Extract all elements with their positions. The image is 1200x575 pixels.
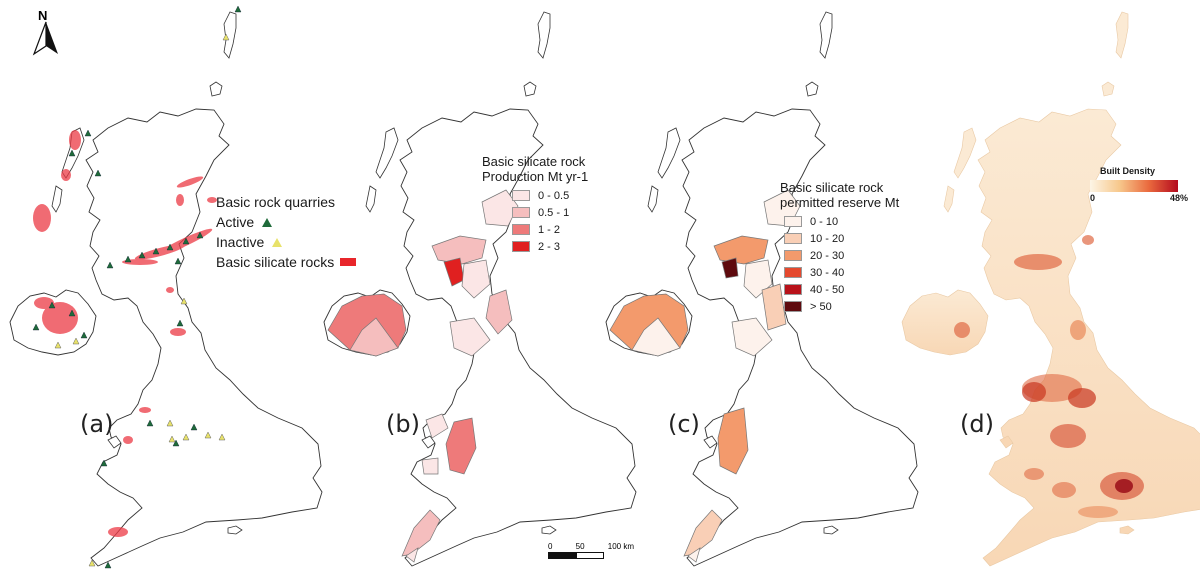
scale-tick-100: 100 km: [607, 542, 634, 551]
class-label: 0 - 0.5: [538, 189, 570, 202]
north-arrow-icon: [32, 21, 58, 56]
legend-title: Built Density: [1100, 166, 1156, 176]
legend-class-row: 0.5 - 1: [512, 204, 588, 221]
legend-class-row: 0 - 0.5: [512, 187, 588, 204]
legend-title-line1: Basic silicate rock: [780, 180, 884, 195]
legend-item-active: Active: [216, 212, 356, 232]
map-reserves: [605, 11, 919, 567]
legend-reserve: Basic silicate rock permitted reserve Mt…: [780, 180, 899, 315]
class-label: 30 - 40: [810, 266, 845, 279]
map-quarries: [9, 5, 323, 569]
rock-swatch: [340, 258, 357, 266]
class-label: 10 - 20: [810, 232, 845, 245]
panel-label-a: (a): [80, 410, 114, 438]
active-triangle-icon: [262, 217, 273, 227]
legend-classes: 0 - 10 10 - 20 20 - 30 30 - 40 40 - 50 > 50: [784, 213, 899, 315]
inactive-quarries: [54, 33, 230, 567]
class-label: 20 - 30: [810, 249, 845, 262]
class-swatch: [784, 216, 802, 227]
legend-label-inactive: Inactive: [216, 234, 265, 250]
class-label: > 50: [810, 300, 832, 313]
legend-production: Basic silicate rock Production Mt yr-1 0…: [482, 154, 588, 255]
legend-class-row: 2 - 3: [512, 238, 588, 255]
panel-label-b: (b): [386, 410, 420, 438]
legend-classes: 0 - 0.5 0.5 - 1 1 - 2 2 - 3: [512, 187, 588, 255]
class-swatch: [512, 190, 530, 201]
legend-built-density: Built Density 0 48%: [1090, 166, 1188, 203]
scale-bar: 0 50 100 km: [548, 542, 634, 559]
legend-quarries: Basic rock quarries Active Inactive Basi…: [216, 192, 357, 272]
class-swatch: [784, 250, 802, 261]
class-swatch: [512, 207, 530, 218]
legend-title: Basic rock quarries: [216, 194, 336, 210]
legend-item-inactive: Inactive: [216, 232, 356, 252]
class-swatch: [784, 284, 802, 295]
panel-label-d: (d): [960, 410, 994, 438]
map-built-density: [901, 11, 1200, 567]
density-hotspots: [954, 235, 1144, 518]
class-label: 1 - 2: [538, 223, 561, 236]
reserve-regions: [609, 189, 801, 563]
legend-title-line1: Basic silicate rock: [482, 154, 586, 169]
legend-class-row: 10 - 20: [784, 230, 899, 247]
legend-item-rocks: Basic silicate rocks: [216, 252, 357, 272]
class-swatch: [512, 224, 530, 235]
legend-class-row: 40 - 50: [784, 281, 899, 298]
legend-label-active: Active: [216, 214, 255, 230]
class-swatch: [784, 301, 802, 312]
north-label: N: [38, 8, 48, 23]
scale-tick-0: 0: [548, 542, 553, 551]
legend-class-row: 30 - 40: [784, 264, 899, 281]
legend-title-line2: Production Mt yr-1: [482, 169, 589, 184]
class-swatch: [784, 233, 802, 244]
legend-min: 0: [1090, 193, 1096, 203]
density-color-bar: [1090, 180, 1178, 192]
legend-class-row: 1 - 2: [512, 221, 588, 238]
class-label: 40 - 50: [810, 283, 845, 296]
scale-tick-50: 50: [575, 542, 585, 551]
legend-label-rocks: Basic silicate rocks: [216, 254, 335, 270]
class-label: 0 - 10: [810, 215, 839, 228]
legend-max: 48%: [1169, 193, 1188, 203]
production-regions: [327, 189, 519, 563]
legend-title-line2: permitted reserve Mt: [780, 195, 900, 210]
class-label: 0.5 - 1: [538, 206, 570, 219]
panel-label-c: (c): [668, 410, 700, 438]
class-label: 2 - 3: [538, 240, 561, 253]
legend-class-row: 0 - 10: [784, 213, 899, 230]
active-quarries: [32, 5, 242, 569]
inactive-triangle-icon: [272, 237, 283, 247]
class-swatch: [512, 241, 530, 252]
class-swatch: [784, 267, 802, 278]
legend-class-row: > 50: [784, 298, 899, 315]
legend-class-row: 20 - 30: [784, 247, 899, 264]
map-production: [323, 11, 637, 567]
